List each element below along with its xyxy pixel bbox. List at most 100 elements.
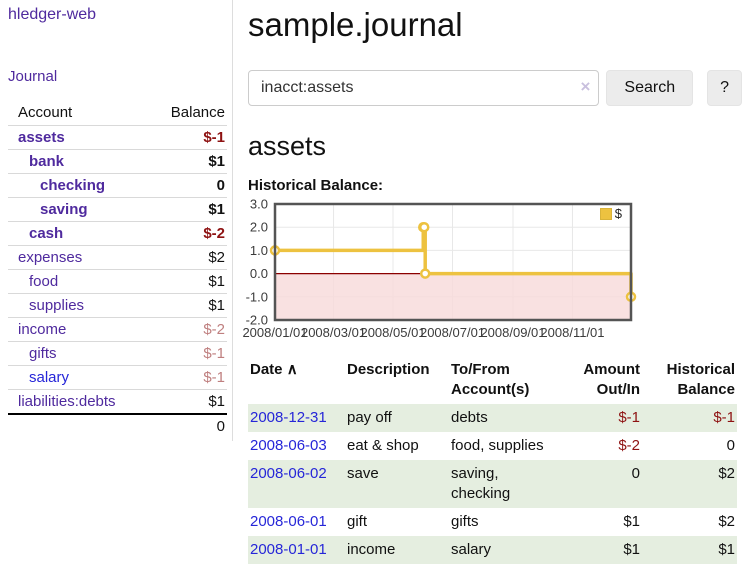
transaction-amount: $-1 bbox=[557, 404, 642, 432]
account-row-bank: bank $1 bbox=[8, 149, 227, 174]
account-row-checking: checking 0 bbox=[8, 173, 227, 198]
account-link-supplies[interactable]: supplies bbox=[29, 297, 85, 314]
account-row-liabilities-debts: liabilities:debts $1 bbox=[8, 389, 227, 414]
account-section-title: assets bbox=[248, 131, 327, 161]
transaction-balance: $1 bbox=[642, 536, 737, 564]
chart-legend: $ bbox=[599, 206, 622, 221]
transaction-description: pay off bbox=[345, 404, 449, 432]
chart-canvas: 3.0 2.0 1.0 0.0 -1.0 -2.02008/01/012008/03/01… bbox=[242, 197, 637, 340]
account-link-liabilities-debts[interactable]: liabilities:debts bbox=[18, 393, 116, 410]
account-link-salary[interactable]: salary bbox=[29, 369, 70, 386]
svg-text:2.0: 2.0 bbox=[250, 220, 268, 235]
transaction-description: eat & shop bbox=[347, 437, 419, 454]
header-balance: Historical Balance bbox=[666, 361, 735, 398]
account-row-income: income $-2 bbox=[8, 317, 227, 342]
account-link-gifts[interactable]: gifts bbox=[29, 345, 57, 362]
search-form: × Search ? bbox=[248, 70, 742, 106]
transaction-accounts: debts bbox=[449, 404, 557, 432]
transaction-amount: $-2 bbox=[618, 437, 640, 454]
account-balance: $1 bbox=[208, 273, 225, 290]
svg-text:2008/05/01: 2008/05/01 bbox=[360, 325, 425, 340]
account-balance: $1 bbox=[208, 393, 225, 410]
account-row-expenses: expenses $2 bbox=[8, 245, 227, 270]
svg-text:0.0: 0.0 bbox=[250, 266, 268, 281]
transaction-date-link[interactable]: 2008-12-31 bbox=[250, 409, 327, 426]
header-date[interactable]: Date ∧ bbox=[250, 361, 298, 378]
register-table: Date ∧ Description To/From Account(s) Am… bbox=[248, 358, 737, 564]
transaction-description: save bbox=[345, 460, 449, 508]
account-balance: $-1 bbox=[203, 129, 225, 146]
account-row-gifts: gifts $-1 bbox=[8, 341, 227, 366]
account-link-expenses[interactable]: expenses bbox=[18, 249, 83, 266]
transaction-date-link[interactable]: 2008-06-02 bbox=[250, 465, 327, 482]
register-row: 2008-12-31 pay off debts $-1 $-1 bbox=[248, 404, 737, 432]
account-balance: $-1 bbox=[203, 345, 225, 362]
account-link-food[interactable]: food bbox=[29, 273, 59, 290]
account-balance: $1 bbox=[208, 153, 225, 170]
register-header-row: Date ∧ Description To/From Account(s) Am… bbox=[248, 358, 737, 404]
nav-journal-link[interactable]: Journal bbox=[8, 68, 58, 85]
account-row-assets: assets $-1 bbox=[8, 125, 227, 150]
sidebar: hledger-web Journal Account Balance asse… bbox=[0, 0, 233, 441]
account-row-supplies: supplies $1 bbox=[8, 293, 227, 318]
svg-text:3.0: 3.0 bbox=[250, 199, 268, 212]
account-row-salary: salary $-1 bbox=[8, 365, 227, 390]
account-balance: $-1 bbox=[203, 369, 225, 386]
app-brand-link[interactable]: hledger-web bbox=[8, 6, 97, 23]
balance-column-header: Balance bbox=[170, 104, 225, 121]
svg-text:2008/11/01: 2008/11/01 bbox=[540, 325, 604, 340]
account-link-income[interactable]: income bbox=[18, 321, 67, 338]
transaction-accounts: food, supplies bbox=[451, 437, 544, 454]
main-content: sample.journal × Search ? assets Histori… bbox=[242, 0, 742, 564]
account-balance: $1 bbox=[208, 297, 225, 314]
search-input[interactable] bbox=[248, 70, 600, 106]
svg-text:-1.0: -1.0 bbox=[246, 289, 268, 304]
accounts-table: Account Balance assets $-1 bank $1 check… bbox=[8, 102, 227, 438]
account-balance: 0 bbox=[216, 177, 225, 194]
header-description: Description bbox=[347, 361, 430, 378]
sort-asc-icon: ∧ bbox=[286, 361, 298, 378]
transaction-accounts: gifts bbox=[451, 513, 479, 530]
svg-text:2008/01/01: 2008/01/01 bbox=[242, 325, 307, 340]
svg-text:1.0: 1.0 bbox=[250, 243, 268, 258]
account-balance: $1 bbox=[208, 201, 225, 218]
transaction-amount: 0 bbox=[557, 460, 642, 508]
header-accounts: To/From Account(s) bbox=[451, 361, 530, 398]
account-link-saving[interactable]: saving bbox=[40, 201, 88, 218]
register-row: 2008-01-01 income salary $1 $1 bbox=[248, 536, 737, 564]
account-row-food: food $1 bbox=[8, 269, 227, 294]
account-column-header: Account bbox=[18, 104, 73, 121]
transaction-date-link[interactable]: 2008-06-03 bbox=[250, 437, 327, 454]
transaction-balance: $2 bbox=[718, 513, 735, 530]
account-link-bank[interactable]: bank bbox=[29, 153, 65, 170]
register-row: 2008-06-02 save saving, checking 0 $2 bbox=[248, 460, 737, 508]
clear-search-icon[interactable]: × bbox=[580, 77, 591, 96]
svg-text:2008/03/01: 2008/03/01 bbox=[301, 325, 366, 340]
historical-balance-chart: 3.0 2.0 1.0 0.0 -1.0 -2.0 2008/01/01 2008/03/01… bbox=[242, 197, 642, 341]
transaction-date-link[interactable]: 2008-06-01 bbox=[250, 513, 327, 530]
svg-text:-2.0: -2.0 bbox=[246, 313, 268, 328]
transaction-balance: $-1 bbox=[642, 404, 737, 432]
transaction-description: income bbox=[345, 536, 449, 564]
accounts-total-value: 0 bbox=[216, 418, 225, 435]
svg-text:2008/07/01: 2008/07/01 bbox=[420, 325, 485, 340]
register-row: 2008-06-03 eat & shop food, supplies $-2… bbox=[248, 432, 737, 460]
transaction-amount: $1 bbox=[557, 536, 642, 564]
account-link-assets[interactable]: assets bbox=[18, 129, 65, 146]
page-title: sample.journal bbox=[248, 6, 463, 43]
account-balance: $2 bbox=[208, 249, 225, 266]
chart-title: Historical Balance: bbox=[248, 177, 384, 194]
transaction-amount: $1 bbox=[623, 513, 640, 530]
search-button[interactable]: Search bbox=[606, 70, 694, 106]
transaction-date-link[interactable]: 2008-01-01 bbox=[250, 541, 327, 558]
account-link-cash[interactable]: cash bbox=[29, 225, 64, 242]
legend-swatch-dollar bbox=[599, 207, 612, 220]
accounts-header-row: Account Balance bbox=[8, 102, 227, 126]
accounts-total-row: 0 bbox=[8, 413, 227, 438]
header-amount: Amount Out/In bbox=[583, 361, 640, 398]
account-link-checking[interactable]: checking bbox=[40, 177, 106, 194]
transaction-description: gift bbox=[347, 513, 368, 530]
account-balance: $-2 bbox=[203, 225, 225, 242]
help-button[interactable]: ? bbox=[707, 70, 742, 106]
